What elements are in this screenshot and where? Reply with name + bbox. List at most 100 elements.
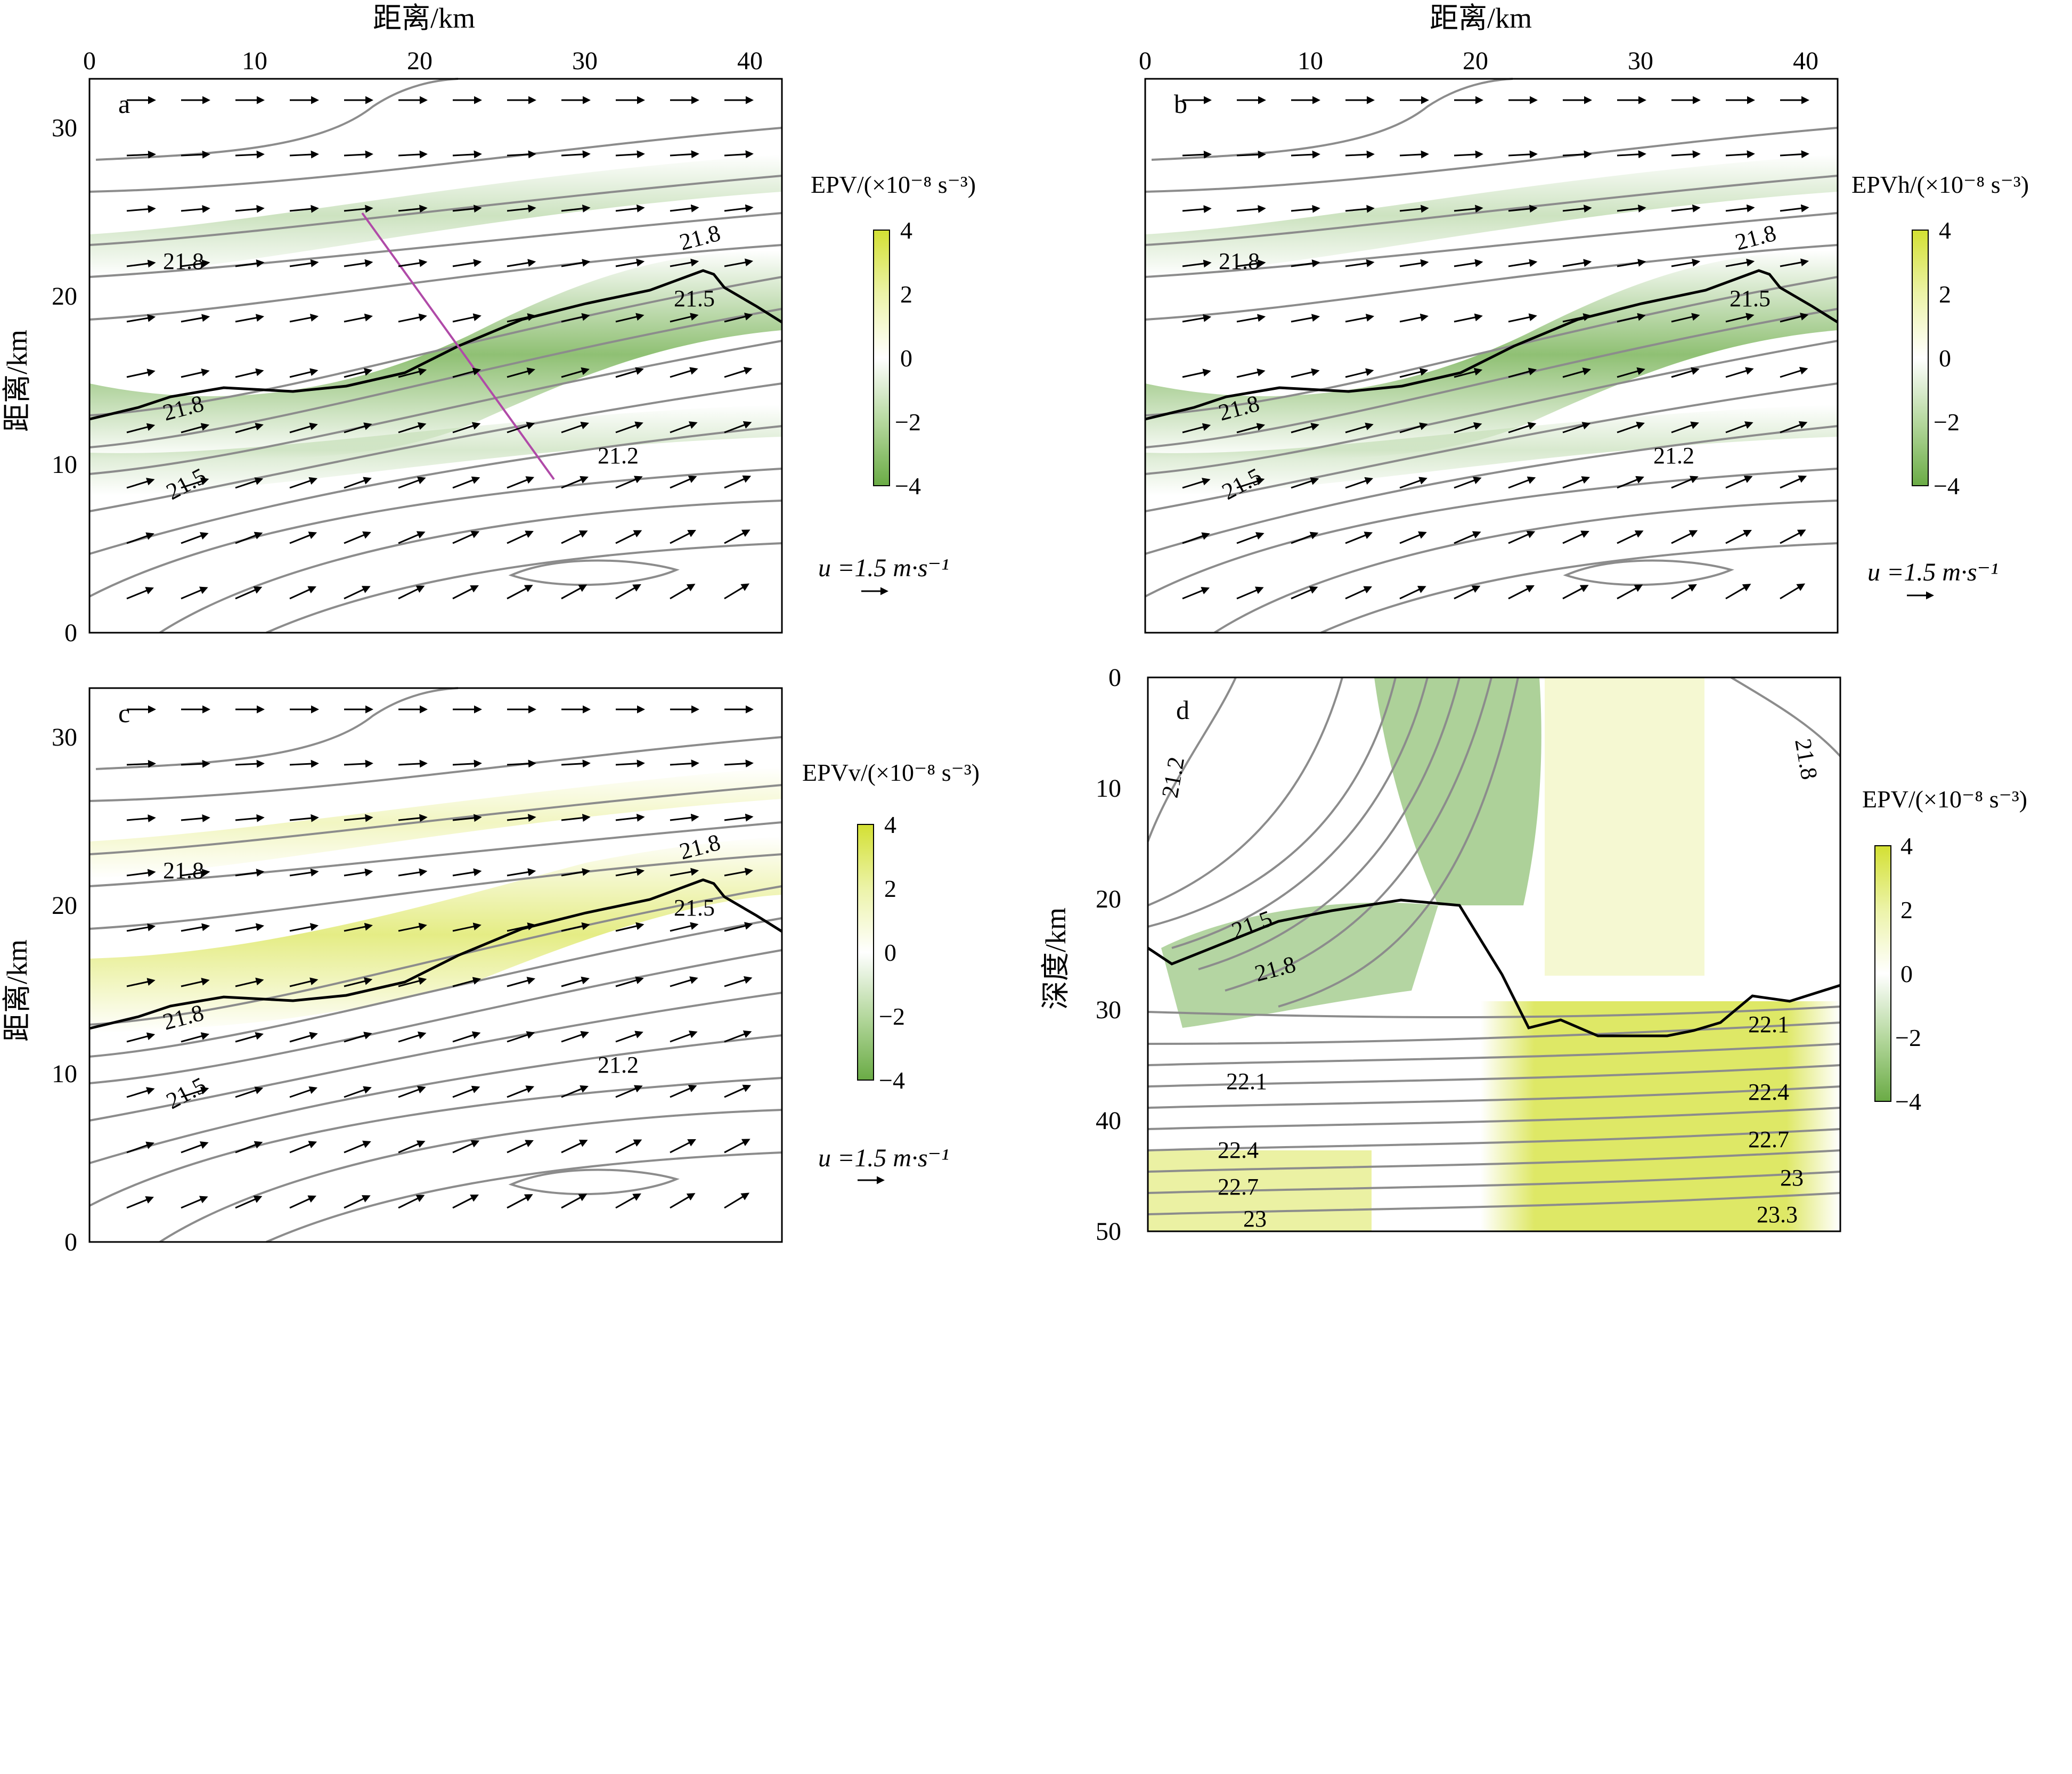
panel-a-vector-arrow — [452, 530, 480, 544]
panel-c-vector-arrow — [452, 759, 482, 768]
panel-c-vector-arrow — [289, 1141, 317, 1154]
panel-b-vector-arrow — [1236, 586, 1264, 600]
panel-d-colorbar-tick-0: 0 — [1900, 960, 1913, 987]
panel-c-y-tick-20: 20 — [52, 892, 77, 920]
panel-c-vector-arrow — [724, 922, 753, 932]
panel-b-vector-arrow — [1236, 368, 1266, 378]
panel-b-vector-arrow — [1780, 204, 1809, 212]
panel-a-vector-arrow — [126, 150, 156, 159]
panel-b-vector-arrow — [1454, 205, 1483, 213]
panel-b-vector-arrow — [1399, 313, 1429, 323]
panel-c-vector-arrow — [344, 1195, 371, 1209]
panel-c-vector-arrow — [615, 1085, 643, 1098]
panel-c-y-ticks: 0 10 20 30 — [52, 723, 77, 1256]
panel-c-epv-band-upper — [89, 767, 782, 879]
panel-b-x-tick-10: 10 — [1298, 47, 1323, 75]
panel-a-vector-arrow — [398, 531, 426, 544]
panel-a-vector-arrow — [289, 586, 317, 600]
panel-b-vector-arrow — [1562, 585, 1589, 600]
panel-b-letter: b — [1174, 89, 1187, 119]
panel-d-contour-label-7: 22.4 — [1748, 1079, 1789, 1105]
panel-a-vector-arrow — [452, 585, 479, 600]
panel-c-vector-arrow — [724, 868, 754, 877]
panel-b-vector-arrow — [1508, 259, 1538, 267]
panel-b-vector-arrow — [1399, 477, 1427, 489]
panel-b-colorbar-bar — [1912, 230, 1929, 486]
panel-c-vector-arrow — [398, 814, 428, 822]
panel-d-contour-label-8: 22.4 — [1218, 1137, 1259, 1163]
panel-a-y-title: 距离/km — [1, 330, 33, 432]
panel-c-vector-arrow — [561, 1140, 588, 1154]
panel-d: 深度/km — [1040, 664, 2027, 1246]
panel-c-vector-arrow — [126, 978, 156, 987]
panel-c-vector-arrow — [507, 922, 536, 932]
panel-c-vector-arrow — [507, 1085, 535, 1098]
panel-b-vector-arrow — [1399, 531, 1427, 544]
panel-a-vector-arrow — [670, 313, 699, 323]
panel-c-vector-arrow — [615, 1139, 642, 1154]
panel-b-vector-arrow — [1671, 205, 1701, 212]
panel-c-vector-arrow — [126, 759, 156, 768]
panel-a-vector-arrow — [235, 532, 263, 544]
panel-b-vector-arrow — [1562, 476, 1590, 489]
panel-d-epv-green-column — [1374, 677, 1541, 905]
panel-c-vector-arrow — [181, 814, 210, 822]
panel-c-vector-arrow — [289, 977, 319, 987]
panel-b-vector-arrow — [1508, 476, 1536, 489]
panel-d-y-title: 深度/km — [1040, 908, 1072, 1010]
panel-d-contour-label-13: 23.3 — [1757, 1201, 1798, 1228]
panel-a-vector-arrow — [181, 259, 210, 268]
panel-c-vector-arrow — [235, 1141, 263, 1154]
panel-a-vector-arrow — [452, 476, 480, 489]
panel-a-vector-arrow — [289, 477, 318, 489]
panel-b-vector-arrow — [1236, 314, 1266, 323]
panel-c-vector-arrow — [344, 868, 373, 877]
panel-a-vector-arrow — [235, 422, 264, 434]
panel-d-contour-label-5: 22.1 — [1748, 1011, 1789, 1037]
panel-b-vector-arrow — [1182, 423, 1211, 434]
panel-c-colorbar-title: EPVv/(×10⁻⁸ s⁻³) — [802, 759, 980, 786]
panel-b-vector-arrow — [1562, 313, 1592, 323]
panel-a-vector-arrow — [289, 259, 319, 267]
panel-c-colorbar-bar — [857, 824, 874, 1081]
panel-a-y-tick-20: 20 — [52, 282, 77, 310]
panel-b-epv-band-upper — [1145, 154, 1838, 277]
panel-c-vector-arrow — [670, 1085, 697, 1098]
panel-b-vector-arrow — [1508, 150, 1538, 159]
panel-a-vector-arrow — [181, 423, 210, 434]
panel-b-vector-arrow — [1345, 314, 1375, 323]
panel-a-vector-arrow — [724, 421, 752, 434]
panel-a-vector-arrow — [344, 368, 373, 378]
panel-a-colorbar-tick-m4: −4 — [895, 472, 921, 500]
panel-a-vector-arrow — [398, 205, 428, 213]
panel-d-y-tick-30: 30 — [1096, 996, 1121, 1024]
panel-a-vector-arrow — [507, 367, 535, 378]
panel-c-vector-arrow — [670, 922, 699, 932]
panel-b-plot — [1144, 78, 1839, 634]
panel-a-vector-arrow — [724, 366, 753, 378]
panel-a-x-title: 距离/km — [373, 2, 475, 34]
panel-b-colorbar-tick-0: 0 — [1939, 345, 1951, 372]
panel-c-vector-arrow — [615, 814, 645, 822]
panel-b-vector-arrow — [1291, 532, 1319, 544]
panel-c-vector-arrow — [126, 814, 156, 823]
panel-b-vector-arrow — [1454, 150, 1483, 159]
panel-a-vector-arrow — [344, 313, 373, 323]
panel-a-vector-arrow — [724, 258, 754, 267]
panel-c-y-title: 距离/km — [1, 939, 33, 1042]
panel-c-vector-arrow — [398, 977, 427, 987]
panel-c-y-tick-0: 0 — [64, 1228, 77, 1256]
panel-b-reference-vector: u =1.5 m·s⁻¹ — [1867, 558, 1998, 600]
panel-a-vector-arrow — [289, 314, 319, 323]
panel-b-vector-arrow — [1291, 150, 1320, 159]
panel-c-vector-arrow — [344, 1032, 372, 1043]
panel-a-vector-arrow — [561, 150, 591, 159]
panel-a-vector-arrow — [615, 258, 645, 267]
panel-c-vector-arrow — [561, 868, 591, 877]
panel-a-vector-arrow — [452, 313, 482, 323]
panel-c-vector-arrow — [126, 1196, 154, 1209]
panel-a-transect-line — [361, 212, 555, 480]
panel-c-vector-arrow — [452, 977, 482, 987]
panel-c-contour-label-6: 21.2 — [598, 1052, 639, 1078]
panel-b-vector-arrow — [1345, 422, 1374, 434]
